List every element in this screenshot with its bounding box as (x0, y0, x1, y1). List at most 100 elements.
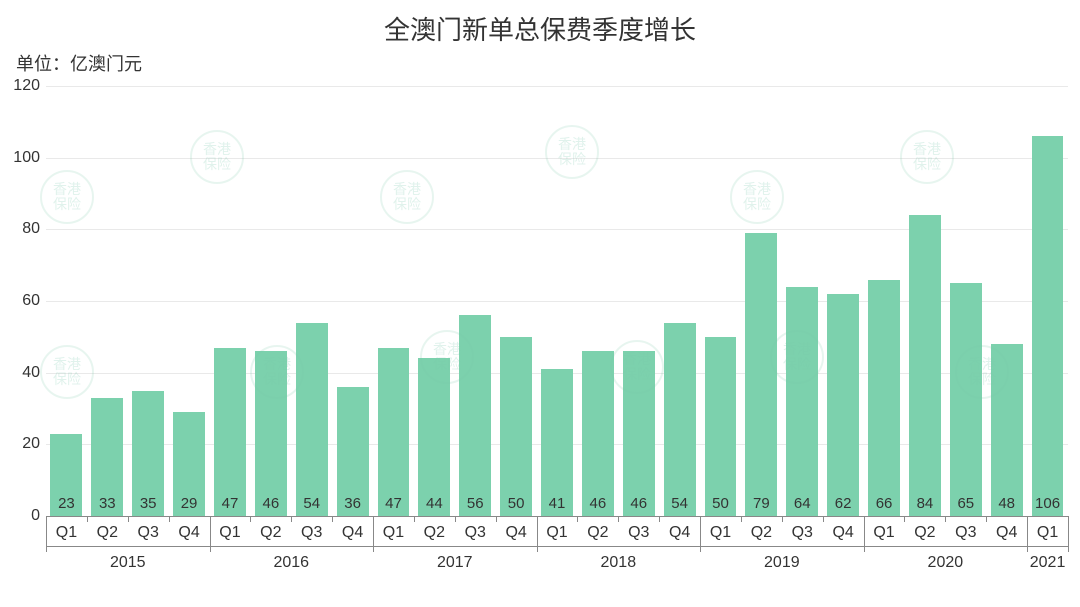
x-quarter-label: Q1 (537, 524, 578, 542)
x-quarter-label: Q2 (414, 524, 455, 542)
x-quarter-label: Q3 (128, 524, 169, 542)
x-tick-major (210, 516, 211, 552)
x-year-label: 2018 (537, 554, 701, 572)
bar: 65 (950, 283, 982, 516)
bar-value-label: 50 (705, 495, 737, 512)
bar-value-label: 36 (337, 495, 369, 512)
x-tick-major (537, 516, 538, 552)
bar: 62 (827, 294, 859, 516)
x-quarter-label: Q3 (945, 524, 986, 542)
bar: 44 (418, 358, 450, 516)
bar: 106 (1032, 136, 1064, 516)
bar: 84 (909, 215, 941, 516)
bar-value-label: 35 (132, 495, 164, 512)
y-tick-label: 60 (6, 292, 40, 310)
x-tick-major (700, 516, 701, 552)
bar-value-label: 47 (214, 495, 246, 512)
bar-value-label: 50 (500, 495, 532, 512)
bar: 46 (582, 351, 614, 516)
bar: 66 (868, 280, 900, 517)
y-tick-label: 100 (6, 149, 40, 167)
x-tick-minor (169, 516, 170, 522)
x-quarter-label: Q1 (373, 524, 414, 542)
x-tick-minor (986, 516, 987, 522)
bar: 79 (745, 233, 777, 516)
chart-root: 全澳门新单总保费季度增长 单位：亿澳门元 020406080100120 233… (0, 0, 1080, 607)
bar: 50 (500, 337, 532, 516)
x-tick-minor (128, 516, 129, 522)
y-tick-label: 80 (6, 220, 40, 238)
x-year-label: 2016 (210, 554, 374, 572)
x-quarter-label: Q2 (741, 524, 782, 542)
bar: 33 (91, 398, 123, 516)
x-quarter-label: Q3 (618, 524, 659, 542)
x-tick-minor (618, 516, 619, 522)
bar-value-label: 106 (1032, 495, 1064, 512)
bar-value-label: 54 (296, 495, 328, 512)
bar: 56 (459, 315, 491, 516)
bar: 64 (786, 287, 818, 516)
x-tick-major (46, 516, 47, 552)
y-tick-label: 0 (6, 507, 40, 525)
x-tick-major (1027, 516, 1028, 552)
bar-value-label: 46 (255, 495, 287, 512)
x-tick-minor (945, 516, 946, 522)
x-tick-minor (455, 516, 456, 522)
bar-value-label: 46 (623, 495, 655, 512)
x-tick-minor (823, 516, 824, 522)
bars-container: 2333 35 29 47 46 54 36 47 44 56 50 41 46 46 54 50 79 64 62… (46, 86, 1068, 516)
bar: 46 (623, 351, 655, 516)
x-quarter-label: Q1 (864, 524, 905, 542)
bar-value-label: 46 (582, 495, 614, 512)
x-quarter-label: Q1 (210, 524, 251, 542)
x-quarter-label: Q2 (904, 524, 945, 542)
bar: 46 (255, 351, 287, 516)
x-axis-line-2 (46, 546, 1068, 547)
bar-value-label: 54 (664, 495, 696, 512)
x-quarter-label: Q4 (332, 524, 373, 542)
bar-value-label: 48 (991, 495, 1023, 512)
bar-value-label: 64 (786, 495, 818, 512)
x-quarter-label: Q2 (87, 524, 128, 542)
bar: 48 (991, 344, 1023, 516)
x-tick-minor (782, 516, 783, 522)
y-tick-label: 120 (6, 77, 40, 95)
y-tick-label: 40 (6, 364, 40, 382)
y-tick-label: 20 (6, 435, 40, 453)
x-tick-minor (250, 516, 251, 522)
x-quarter-label: Q1 (700, 524, 741, 542)
bar-value-label: 47 (378, 495, 410, 512)
plot-area: 020406080100120 233335294746543647445650… (46, 86, 1068, 516)
x-tick-major (373, 516, 374, 552)
bar: 50 (705, 337, 737, 516)
x-tick-major (1068, 516, 1069, 552)
bar: 36 (337, 387, 369, 516)
x-quarter-label: Q1 (1027, 524, 1068, 542)
bar: 54 (664, 323, 696, 517)
unit-label: 单位：亿澳门元 (16, 50, 142, 76)
x-tick-minor (741, 516, 742, 522)
x-year-label: 2020 (864, 554, 1028, 572)
x-quarter-label: Q2 (250, 524, 291, 542)
x-tick-minor (577, 516, 578, 522)
chart-title: 全澳门新单总保费季度增长 (0, 10, 1080, 47)
x-tick-minor (904, 516, 905, 522)
x-year-label: 2021 (1027, 554, 1068, 572)
bar-value-label: 56 (459, 495, 491, 512)
x-year-label: 2015 (46, 554, 210, 572)
bar-value-label: 41 (541, 495, 573, 512)
x-quarter-label: Q4 (659, 524, 700, 542)
x-quarter-label: Q2 (577, 524, 618, 542)
x-tick-minor (291, 516, 292, 522)
bar-value-label: 79 (745, 495, 777, 512)
x-tick-minor (332, 516, 333, 522)
bar-value-label: 44 (418, 495, 450, 512)
x-quarter-label: Q3 (782, 524, 823, 542)
x-quarter-label: Q3 (291, 524, 332, 542)
bar-value-label: 29 (173, 495, 205, 512)
bar: 23 (50, 434, 82, 516)
bar-value-label: 65 (950, 495, 982, 512)
bar: 41 (541, 369, 573, 516)
x-tick-minor (496, 516, 497, 522)
x-tick-major (864, 516, 865, 552)
